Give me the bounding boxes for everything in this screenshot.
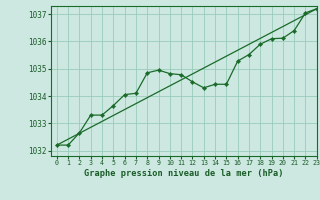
X-axis label: Graphe pression niveau de la mer (hPa): Graphe pression niveau de la mer (hPa) <box>84 169 284 178</box>
